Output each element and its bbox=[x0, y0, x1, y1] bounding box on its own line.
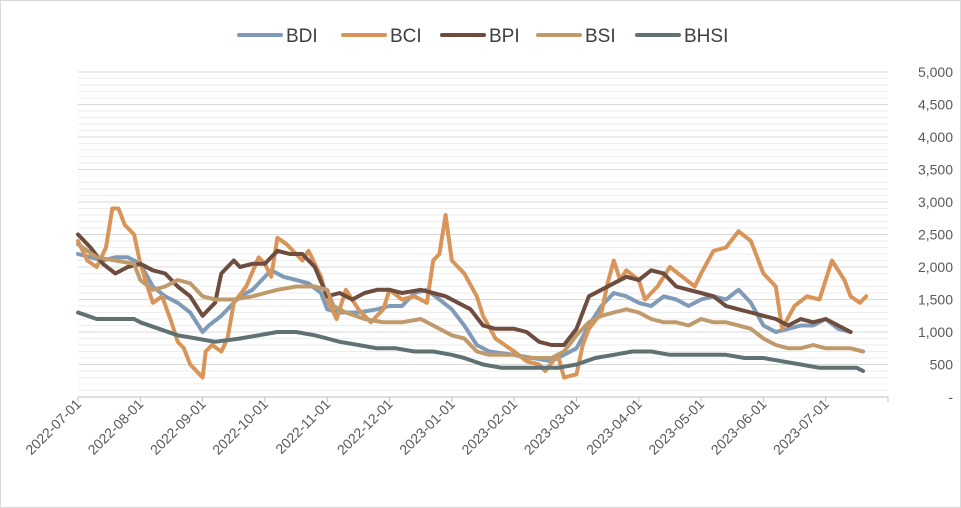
y-tick-label: 2,500 bbox=[918, 227, 953, 243]
y-tick-label: 1,000 bbox=[918, 324, 953, 340]
x-tick-label: 2022-09-01 bbox=[147, 396, 209, 458]
y-tick-label: 4,000 bbox=[918, 129, 953, 145]
series-lines bbox=[76, 206, 869, 380]
x-tick-label: 2023-04-01 bbox=[583, 396, 645, 458]
x-axis-tick-labels: 2022-07-01 2022-08-01 2022-09-01 2022-10-01… bbox=[22, 396, 832, 458]
x-tick-label: 2023-05-01 bbox=[645, 396, 707, 458]
legend-label-bci: BCI bbox=[390, 26, 422, 47]
y-tick-label: 3,000 bbox=[918, 194, 953, 210]
legend-label-bpi: BPI bbox=[489, 26, 520, 47]
x-tick-label: 2023-03-01 bbox=[521, 396, 583, 458]
y-tick-label: 5,000 bbox=[918, 64, 953, 80]
legend-label-bdi: BDI bbox=[286, 26, 318, 47]
y-tick-label: 500 bbox=[930, 357, 954, 373]
x-tick-label: 2023-06-01 bbox=[708, 396, 770, 458]
x-tick-label: 2022-10-01 bbox=[209, 396, 271, 458]
x-tick-label: 2022-08-01 bbox=[84, 396, 146, 458]
x-tick-label: 2023-07-01 bbox=[770, 396, 832, 458]
y-tick-label: - bbox=[948, 389, 953, 405]
legend-label-bhsi: BHSI bbox=[684, 26, 728, 47]
x-tick-label: 2022-12-01 bbox=[334, 396, 396, 458]
x-tick-label: 2023-02-01 bbox=[458, 396, 520, 458]
series-line-bsi bbox=[76, 242, 866, 360]
series-line-bdi bbox=[76, 252, 853, 364]
y-tick-label: 1,500 bbox=[918, 292, 953, 308]
y-tick-label: 3,500 bbox=[918, 162, 953, 178]
legend: BDI BCI BPI BSI BHSI bbox=[237, 26, 728, 47]
x-tick-label: 2023-01-01 bbox=[396, 396, 458, 458]
y-tick-label: 2,000 bbox=[918, 259, 953, 275]
legend-label-bsi: BSI bbox=[585, 26, 616, 47]
series-line-bhsi bbox=[76, 310, 866, 373]
x-tick-label: 2022-11-01 bbox=[272, 396, 333, 457]
series-line-bci bbox=[76, 206, 869, 380]
y-tick-label: 4,500 bbox=[918, 97, 953, 113]
series-line-bpi bbox=[76, 232, 853, 347]
x-tick-label: 2022-07-01 bbox=[22, 396, 84, 458]
axes bbox=[77, 396, 889, 402]
y-axis-tick-labels: - 500 1,000 1,500 2,000 2,500 3,000 3,500 4,000 4… bbox=[918, 64, 953, 405]
gridlines bbox=[78, 71, 888, 391]
